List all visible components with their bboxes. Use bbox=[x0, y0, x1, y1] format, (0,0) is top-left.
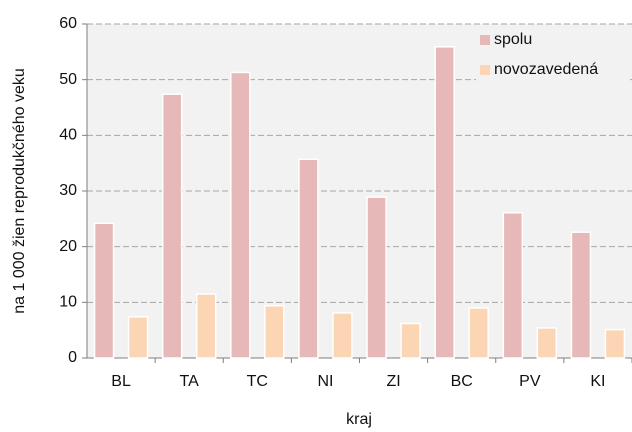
bar bbox=[332, 312, 353, 359]
y-tick-label: 40 bbox=[59, 127, 77, 144]
bar bbox=[604, 328, 626, 359]
bar bbox=[468, 307, 489, 359]
bar bbox=[536, 327, 558, 359]
bar bbox=[161, 93, 183, 359]
x-tick-label: BL bbox=[111, 373, 131, 390]
bar bbox=[264, 304, 285, 359]
bar bbox=[230, 71, 251, 359]
bar bbox=[366, 196, 387, 359]
y-tick-label: 20 bbox=[59, 238, 77, 255]
legend-label: spolu bbox=[494, 31, 532, 48]
x-tick-label: NI bbox=[317, 373, 333, 390]
bar bbox=[195, 293, 217, 359]
x-tick-label: TA bbox=[180, 373, 200, 390]
y-tick-label: 0 bbox=[68, 349, 77, 366]
x-tick-label: ZI bbox=[386, 373, 400, 390]
x-tick-label: BC bbox=[451, 373, 473, 390]
y-axis-label: na 1 000 žien reprodukčného veku bbox=[11, 68, 28, 314]
bar bbox=[570, 231, 592, 359]
x-axis-label: kraj bbox=[346, 411, 372, 428]
x-tick-label: TC bbox=[247, 373, 268, 390]
y-tick-label: 50 bbox=[59, 71, 77, 88]
bar bbox=[400, 322, 421, 359]
legend-bg bbox=[476, 26, 630, 84]
y-tick-label: 10 bbox=[59, 294, 77, 311]
x-tick-label: PV bbox=[519, 373, 541, 390]
bar bbox=[127, 316, 149, 359]
legend-swatch bbox=[480, 35, 490, 45]
x-tick-label: KI bbox=[590, 373, 605, 390]
bar bbox=[434, 46, 455, 359]
y-tick-label: 30 bbox=[59, 182, 77, 199]
legend-swatch bbox=[480, 65, 490, 75]
legend-label: novozavedená bbox=[494, 61, 598, 78]
bar bbox=[93, 222, 115, 359]
y-tick-label: 60 bbox=[59, 15, 77, 32]
bar bbox=[298, 158, 319, 359]
bar bbox=[502, 211, 524, 359]
